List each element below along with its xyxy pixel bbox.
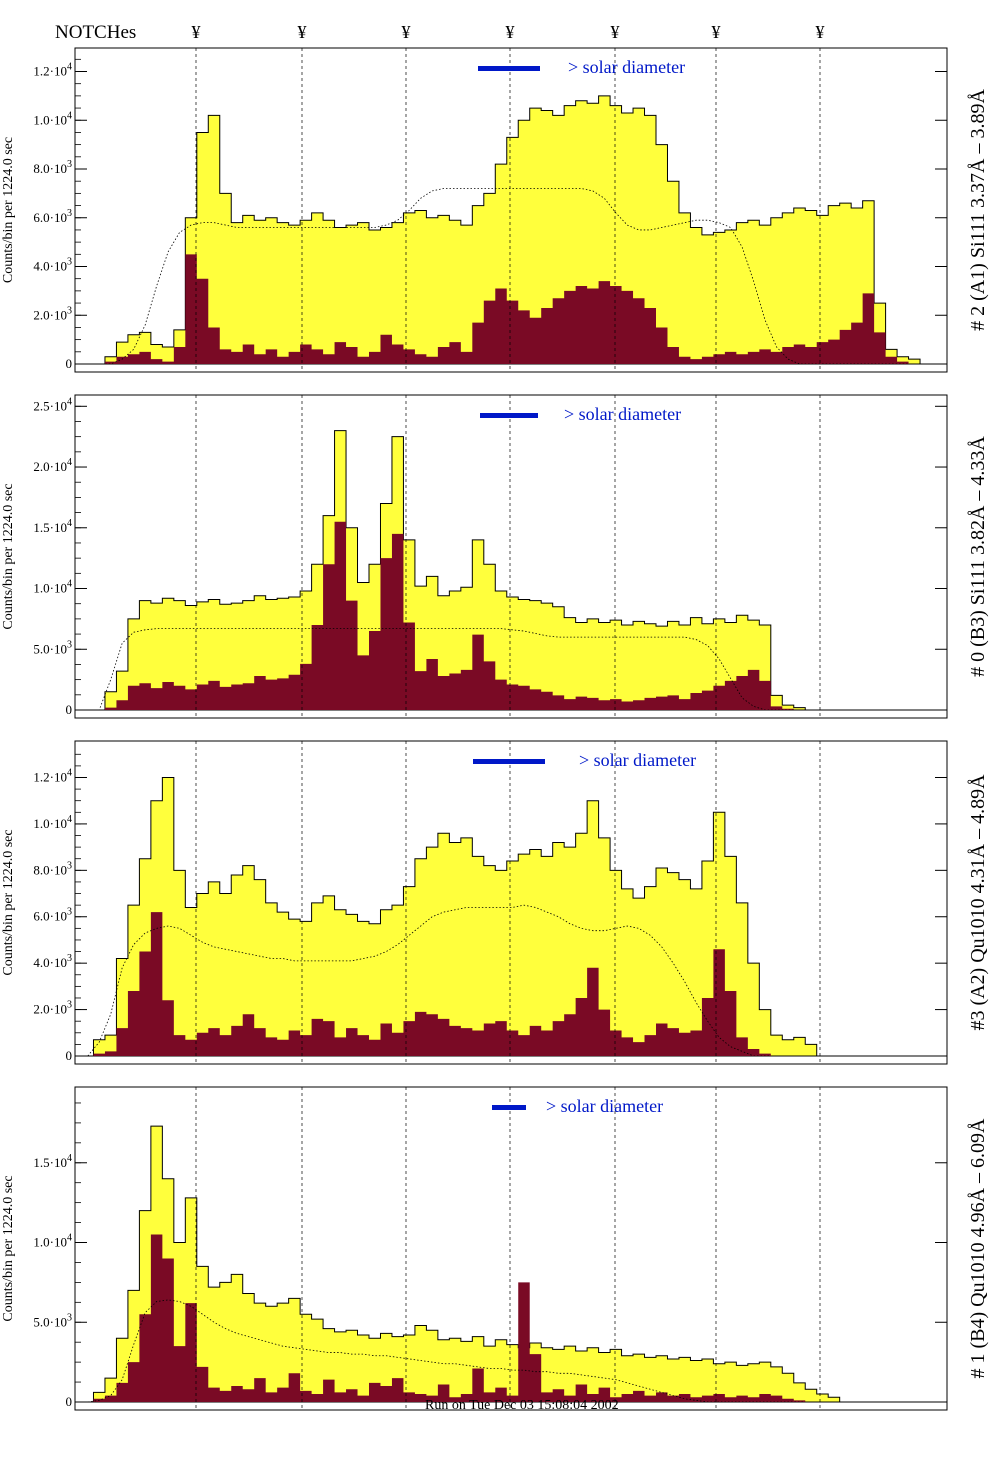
y-tick-label: 6.0·103 bbox=[33, 208, 72, 225]
series-total-area bbox=[82, 95, 943, 365]
series-model-curve bbox=[87, 1299, 938, 1403]
legend-swatch bbox=[480, 413, 538, 418]
series-model-curve bbox=[87, 188, 938, 365]
panel-title: #3 (A2) Qu1010 4.31Å – 4.89Å bbox=[967, 774, 989, 1031]
notches-label: NOTCHes bbox=[55, 22, 136, 43]
y-tick-label: 1.0·104 bbox=[33, 579, 72, 596]
notch-symbol-1: ¥ bbox=[192, 22, 201, 42]
y-tick-label: 8.0·103 bbox=[33, 159, 72, 176]
chart-panel-2: 0 5.0·103 1.0·104 1.5·104 2.0·104 2.5·104 Coun… bbox=[1, 394, 989, 719]
chart-panel-4: 0 5.0·103 1.0·104 1.5·104 Counts/bin per 122… bbox=[1, 1086, 989, 1411]
y-tick-label: 0 bbox=[66, 356, 73, 371]
y-tick-label: 2.0·104 bbox=[33, 457, 72, 474]
legend-label: > solar diameter bbox=[568, 57, 685, 77]
series-bright-area bbox=[82, 912, 943, 1056]
chart-panel-1: 0 2.0·103 4.0·103 6.0·103 8.0·103 1.0·104 1.2·… bbox=[1, 47, 989, 373]
panel-title: # 0 (B3) Si111 3.82Å – 4.33Å bbox=[967, 436, 989, 677]
y-tick-label: 1.0·104 bbox=[33, 110, 72, 127]
legend-swatch bbox=[492, 1105, 526, 1110]
series-bright-area bbox=[82, 254, 943, 364]
legend-swatch bbox=[478, 66, 540, 71]
chart-panels: 0 2.0·103 4.0·103 6.0·103 8.0·103 1.0·104 1.2·… bbox=[1, 47, 989, 1411]
notch-symbol-4: ¥ bbox=[506, 22, 515, 42]
y-axis-label: Counts/bin per 1224.0 sec bbox=[1, 483, 16, 629]
y-tick-label: 2.0·103 bbox=[33, 305, 72, 322]
notch-symbol-7: ¥ bbox=[816, 22, 825, 42]
y-tick-label: 5.0·103 bbox=[33, 1312, 72, 1329]
y-tick-label: 4.0·103 bbox=[33, 953, 72, 970]
legend-swatch bbox=[473, 759, 545, 764]
notch-markers: ¥ ¥ ¥ ¥ ¥ ¥ ¥ bbox=[192, 22, 825, 42]
y-tick-label: 1.0·104 bbox=[33, 814, 72, 831]
y-tick-label: 0 bbox=[66, 702, 73, 717]
series-bright-area bbox=[82, 521, 943, 710]
y-tick-label: 1.2·104 bbox=[33, 62, 72, 79]
y-tick-label: 5.0·103 bbox=[33, 639, 72, 656]
legend-label: > solar diameter bbox=[579, 750, 696, 770]
series-model-curve bbox=[87, 904, 938, 1057]
series-total-area bbox=[82, 430, 943, 711]
notch-symbol-3: ¥ bbox=[402, 22, 411, 42]
y-axis-label: Counts/bin per 1224.0 sec bbox=[1, 829, 16, 975]
y-tick-label: 1.5·104 bbox=[33, 1153, 72, 1170]
series-bright-area bbox=[82, 1234, 943, 1402]
series-total-area bbox=[82, 1125, 943, 1403]
y-tick-label: 0 bbox=[66, 1394, 73, 1409]
series-model-curve bbox=[87, 628, 938, 711]
legend-label: > solar diameter bbox=[564, 404, 681, 424]
y-tick-label: 4.0·103 bbox=[33, 257, 72, 274]
notch-symbol-6: ¥ bbox=[712, 22, 721, 42]
panel-title: # 1 (B4) Qu1010 4.96Å – 6.09Å bbox=[967, 1118, 989, 1379]
y-tick-label: 2.0·103 bbox=[33, 1000, 72, 1017]
y-tick-label: 6.0·103 bbox=[33, 907, 72, 924]
y-tick-label: 8.0·103 bbox=[33, 860, 72, 877]
y-tick-label: 2.5·104 bbox=[33, 396, 72, 413]
legend-label: > solar diameter bbox=[546, 1096, 663, 1116]
y-tick-label: 0 bbox=[66, 1048, 73, 1063]
y-axis-label: Counts/bin per 1224.0 sec bbox=[1, 137, 16, 283]
run-timestamp: Run on Tue Dec 03 15:08:04 2002 bbox=[425, 1398, 619, 1413]
series-total-area bbox=[82, 776, 943, 1057]
y-tick-label: 1.2·104 bbox=[33, 767, 72, 784]
panel-title: # 2 (A1) Si111 3.37Å – 3.89Å bbox=[967, 89, 989, 331]
y-axis-label: Counts/bin per 1224.0 sec bbox=[1, 1175, 16, 1321]
y-tick-label: 1.0·104 bbox=[33, 1233, 72, 1250]
notch-symbol-5: ¥ bbox=[611, 22, 620, 42]
chart-panel-3: 0 2.0·103 4.0·103 6.0·103 8.0·103 1.0·104 1.2·… bbox=[1, 740, 989, 1065]
y-tick-label: 1.5·104 bbox=[33, 518, 72, 535]
notch-symbol-2: ¥ bbox=[298, 22, 307, 42]
